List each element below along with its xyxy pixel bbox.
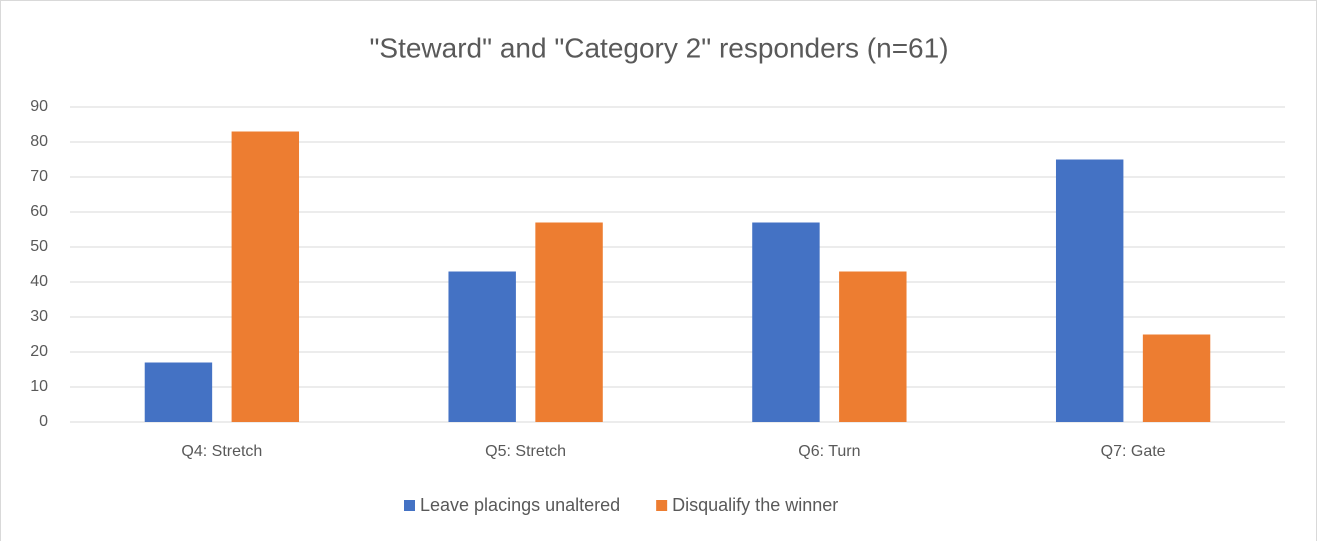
legend-label: Leave placings unaltered — [420, 495, 620, 515]
chart-title: "Steward" and "Category 2" responders (n… — [369, 32, 948, 63]
y-tick-label: 0 — [39, 413, 48, 430]
y-tick-label: 70 — [30, 168, 48, 185]
y-tick-label: 90 — [30, 98, 48, 115]
x-tick-label: Q5: Stretch — [485, 443, 566, 460]
y-tick-label: 30 — [30, 308, 48, 325]
x-tick-label: Q6: Turn — [798, 443, 860, 460]
bar — [1142, 334, 1211, 422]
y-tick-label: 10 — [30, 378, 48, 395]
bar — [839, 271, 907, 422]
x-tick-label: Q4: Stretch — [181, 443, 262, 460]
bar — [448, 271, 516, 422]
bar — [535, 222, 603, 422]
bar — [144, 362, 213, 422]
y-tick-label: 60 — [30, 203, 48, 220]
y-tick-label: 20 — [30, 343, 48, 360]
bar — [231, 131, 300, 422]
x-tick-label: Q7: Gate — [1101, 443, 1166, 460]
legend-swatch — [404, 500, 415, 511]
legend-label: Disqualify the winner — [672, 495, 838, 515]
bar — [752, 222, 820, 422]
bar — [1055, 159, 1124, 422]
y-tick-label: 80 — [30, 133, 48, 150]
legend-swatch — [656, 500, 668, 511]
y-tick-label: 40 — [30, 273, 48, 290]
y-tick-label: 50 — [30, 238, 48, 255]
